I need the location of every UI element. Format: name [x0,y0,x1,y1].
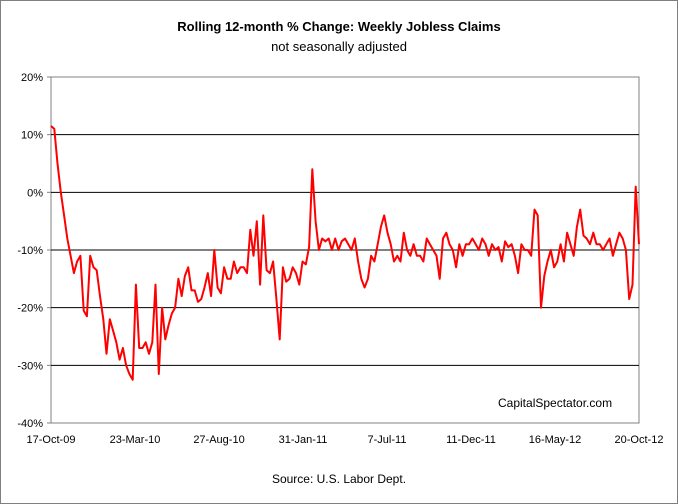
y-tick-label: 20% [21,72,43,84]
chart-title: Rolling 12-month % Change: Weekly Jobles… [177,19,501,34]
x-tick-label: 23-Mar-10 [110,434,161,446]
chart-subtitle: not seasonally adjusted [271,39,407,54]
x-axis-ticks: 17-Oct-09 23-Mar-10 27-Aug-10 31-Jan-11 7-Ju… [27,434,664,446]
x-tick-label: 7-Jul-11 [368,434,407,446]
y-tick-label: 0% [27,187,43,199]
y-tick-label: 10% [21,130,43,142]
x-tick-label: 31-Jan-11 [279,434,328,446]
y-tick-label: -40% [17,418,43,430]
series-line [50,125,640,381]
y-tick-label: -30% [17,360,43,372]
source-note: Source: U.S. Labor Dept. [271,472,407,486]
x-tick-label: 17-Oct-09 [27,434,76,446]
x-tick-label: 20-Oct-12 [615,434,664,446]
watermark-label: CapitalSpectator.com [498,396,612,410]
y-tick-label: -10% [17,245,43,257]
x-tick-label: 16-May-12 [529,434,582,446]
x-tick-label: 27-Aug-10 [193,434,244,446]
series-group [50,125,640,381]
x-tick-label: 11-Dec-11 [446,434,496,446]
y-axis-ticks: 20% 10% 0% -10% -20% -30% -40% [17,72,51,430]
y-tick-label: -20% [17,303,43,315]
